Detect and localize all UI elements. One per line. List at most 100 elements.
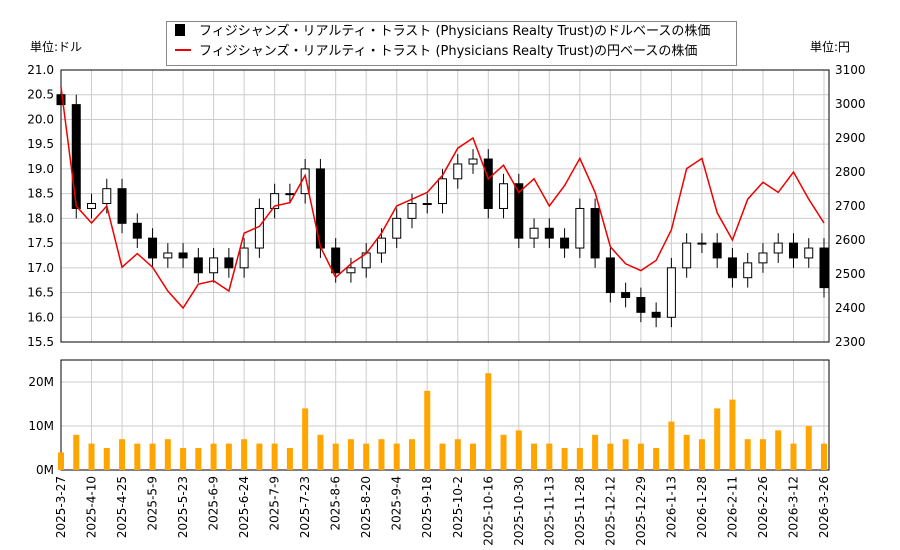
y-left-tick-label: 15.5: [27, 335, 54, 349]
volume-bar: [759, 439, 766, 470]
legend-jpy-swatch: [175, 49, 191, 51]
candle-body: [376, 237, 386, 254]
volume-bar: [88, 443, 95, 470]
volume-bar: [637, 443, 644, 470]
y-left-tick-label: 18.0: [27, 211, 54, 225]
volume-bar: [439, 443, 446, 470]
y-left-tick-label: 19.0: [27, 162, 54, 176]
candle-body: [727, 257, 737, 279]
candle-body: [422, 203, 432, 206]
candle-body: [804, 247, 814, 259]
candle-body: [178, 252, 188, 259]
volume-bar: [775, 430, 782, 470]
volume-bar: [790, 443, 797, 470]
volume-bar: [805, 426, 812, 470]
x-tick-label: 2025-7-23: [298, 476, 312, 538]
candle-body: [239, 247, 249, 269]
x-tick-label: 2025-4-25: [115, 476, 129, 538]
volume-bar: [592, 434, 599, 470]
legend: フィジシャンズ・リアルティ・トラスト (Physicians Realty Tr…: [166, 21, 737, 66]
candle-body: [788, 242, 798, 259]
volume-bar: [378, 439, 385, 470]
volume-bar: [408, 439, 415, 470]
volume-bar: [546, 443, 553, 470]
candle-body: [758, 252, 768, 264]
volume-bar: [821, 443, 827, 470]
yen-price-line: [60, 86, 825, 310]
volume-bar: [393, 443, 400, 470]
y-left-tick-label: 21.0: [27, 63, 54, 77]
x-tick-label: 2025-5-23: [176, 476, 190, 538]
candle-body: [605, 257, 615, 294]
volume-bar: [256, 443, 263, 470]
volume-bar: [241, 439, 248, 470]
volume-bar: [485, 373, 492, 470]
volume-bar: [729, 399, 736, 470]
x-tick-label: 2025-12-12: [603, 476, 617, 546]
volume-bar: [58, 452, 64, 470]
candle-body: [163, 252, 173, 259]
volume-bar: [317, 434, 324, 470]
x-tick-label: 2025-10-16: [481, 476, 495, 546]
x-tick-label: 2025-10-30: [512, 476, 526, 546]
candle-body: [819, 247, 829, 289]
candle-body: [590, 207, 600, 259]
volume-bar: [332, 443, 339, 470]
x-tick-label: 2026-1-28: [695, 476, 709, 538]
volume-bar: [607, 443, 614, 470]
x-tick-label: 2025-11-28: [573, 476, 587, 546]
candle-body: [636, 296, 646, 313]
candle-body: [132, 222, 142, 239]
y-left-tick-label: 17.5: [27, 236, 54, 250]
x-tick-label: 2026-3-26: [817, 476, 831, 538]
x-tick-label: 2025-10-2: [451, 476, 465, 538]
candle-body: [544, 227, 554, 239]
y-left-tick-label: 20.5: [27, 88, 54, 102]
volume-bar: [500, 434, 507, 470]
x-tick-label: 2026-2-11: [725, 476, 739, 538]
volume-bar: [347, 439, 354, 470]
candle-body: [392, 217, 402, 239]
candle-body: [87, 203, 97, 209]
x-tick-label: 2025-8-6: [329, 476, 343, 530]
candle-body: [438, 178, 447, 205]
legend-jpy-label: フィジシャンズ・リアルティ・トラスト (Physicians Realty Tr…: [199, 44, 698, 59]
volume-bar: [470, 443, 477, 470]
volume-bar: [454, 439, 461, 470]
y-right-tick-label: 3100: [835, 63, 866, 77]
y-right-tick-label: 2700: [835, 199, 866, 213]
candle-body: [712, 242, 722, 259]
volume-bar: [515, 430, 522, 470]
volume-bar: [683, 434, 690, 470]
right-unit-label: 単位:円: [810, 40, 851, 54]
volume-bar: [286, 448, 293, 470]
legend-usd-label: フィジシャンズ・リアルティ・トラスト (Physicians Realty Tr…: [199, 24, 711, 39]
y-left-tick-label: 18.5: [27, 187, 54, 201]
y-left-tick-label: 20.0: [27, 112, 54, 126]
volume-bar: [271, 443, 278, 470]
candle-body: [514, 183, 524, 239]
y-left-tick-label: 19.5: [27, 137, 54, 151]
volume-bar: [180, 448, 187, 470]
volume-bar: [225, 443, 232, 470]
x-tick-label: 2025-8-20: [359, 476, 373, 538]
x-tick-label: 2026-2-26: [756, 476, 770, 538]
x-tick-label: 2025-9-18: [420, 476, 434, 538]
candle-body: [224, 257, 234, 269]
candle-body: [209, 257, 219, 274]
volume-bar: [149, 443, 156, 470]
x-tick-label: 2025-7-9: [268, 476, 282, 530]
candle-body: [102, 188, 112, 205]
x-tick-label: 2025-6-24: [237, 476, 251, 538]
volume-bar: [576, 448, 583, 470]
volume-bar: [744, 439, 751, 470]
volume-bar: [210, 443, 217, 470]
candle-body: [407, 203, 417, 219]
price-plot-frame: [60, 69, 830, 343]
x-tick-label: 2025-4-10: [85, 476, 99, 538]
volume-bar: [73, 434, 80, 470]
y-right-tick-label: 2300: [835, 335, 866, 349]
x-tick-label: 2025-3-27: [54, 476, 68, 538]
volume-bar: [164, 439, 171, 470]
